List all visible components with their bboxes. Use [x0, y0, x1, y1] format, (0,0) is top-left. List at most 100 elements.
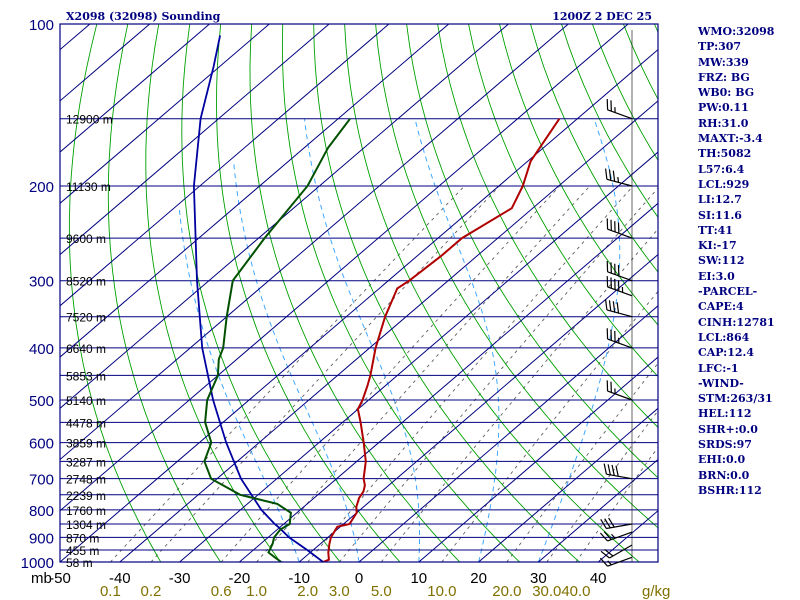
- temperature-tick-label: 40: [590, 570, 607, 587]
- moist-adiabat: [537, 118, 621, 562]
- pressure-axis-unit: mb: [31, 570, 52, 587]
- mixing-ratio-tick-label: 3.0: [329, 583, 350, 600]
- mixing-ratio-tick-label: 0.2: [141, 583, 162, 600]
- plot-frame: [59, 23, 659, 563]
- wind-barb: [599, 556, 633, 567]
- mixing-ratio-lines: [110, 185, 658, 562]
- height-label: 5140 m: [66, 394, 106, 408]
- sounding-index-item: CAP:12.4: [698, 346, 755, 360]
- dry-adiabat: [216, 24, 401, 562]
- sounding-index-item: SRDS:97: [698, 438, 752, 452]
- sounding-index-item: EI:3.0: [698, 269, 735, 283]
- mixing-ratio-tick-label: 0.6: [211, 583, 232, 600]
- isotherm: [298, 253, 658, 562]
- pressure-tick-label: 100: [29, 17, 54, 34]
- sounding-index-item: SW:112: [698, 254, 745, 268]
- wind-barb: [606, 276, 633, 297]
- mixing-ratio-line: [220, 185, 560, 562]
- wind-barb: [599, 531, 633, 542]
- sounding-index-item: SHR+:0.0: [698, 422, 758, 436]
- isotherm: [60, 24, 270, 204]
- isotherm: [60, 24, 330, 256]
- temperature-tick-label: -30: [169, 570, 191, 587]
- height-label: 3287 m: [66, 455, 106, 469]
- mixing-ratio-tick-label: 10.0: [427, 583, 456, 600]
- sounding-index-item: BSHR:112: [698, 483, 762, 497]
- dry-adiabat: [281, 24, 520, 562]
- pressure-tick-label: 300: [29, 274, 54, 291]
- temperature-tick-label: -10: [288, 570, 310, 587]
- isotherm: [418, 356, 658, 562]
- mixing-ratio-line: [150, 185, 500, 562]
- wind-barbs: [599, 30, 633, 567]
- wind-barb: [600, 517, 633, 530]
- mixing-ratio-line: [441, 290, 658, 562]
- isotherm: [478, 407, 658, 562]
- sounding-index-item: HEL:112: [698, 407, 752, 421]
- mixing-ratio-line: [380, 228, 658, 562]
- dewpoint-trace-line: [203, 118, 351, 562]
- height-labels: 12900 m 11130 m 9600 m 8520 m 7520 m 6640 m 58…: [66, 113, 113, 570]
- isotherm: [60, 24, 629, 512]
- sounding-index-item: RH:31.0: [698, 116, 749, 130]
- sounding-index-item: TP:307: [698, 40, 742, 54]
- sounding-index-item: MAXT:-3.4: [698, 132, 763, 146]
- pressure-tick-label: 700: [29, 472, 54, 489]
- isotherm: [60, 24, 390, 307]
- chart-header-title: X2098 (32098) Sounding: [66, 10, 221, 23]
- moist-adiabat: [414, 118, 500, 562]
- moist-adiabat: [233, 161, 360, 562]
- sounding-index-item: BRN:0.0: [698, 468, 750, 482]
- sounding-index-item: TT:41: [698, 223, 733, 237]
- sounding-index-item: LCL:864: [698, 330, 750, 344]
- sounding-index-item: TH:5082: [698, 147, 752, 161]
- pressure-tick-label: 800: [29, 503, 54, 520]
- chart-header-time: 1200Z 2 DEC 25: [552, 10, 652, 23]
- dry-adiabat: [145, 24, 281, 562]
- temperature-tick-label: 0: [355, 570, 363, 587]
- isotherms: [60, 24, 658, 562]
- mixing-ratio-tick-label: 30.0: [532, 583, 561, 600]
- pressure-tick-label: 600: [29, 436, 54, 453]
- wind-barb: [603, 463, 633, 480]
- temperature-tick-label: 30: [530, 570, 547, 587]
- dry-adiabat: [181, 24, 341, 562]
- pressure-tick-label: 400: [29, 341, 54, 358]
- height-label: 11130 m: [66, 180, 111, 194]
- height-label: 58 m: [66, 556, 93, 570]
- mixing-ratio-tick-label: 5.0: [371, 583, 392, 600]
- sounding-index-item: -WIND-: [698, 376, 744, 390]
- isotherm: [239, 202, 658, 562]
- isotherm: [60, 24, 569, 461]
- wind-barb: [606, 328, 633, 349]
- parcel-trace-line: [192, 35, 324, 562]
- wind-barb: [606, 99, 633, 120]
- temperature-tick-label: -50: [49, 570, 71, 587]
- height-label: 5853 m: [66, 369, 106, 383]
- temperature-tick-label: 10: [410, 570, 427, 587]
- height-label: 3859 m: [66, 437, 106, 451]
- sounding-index-item: FRZ: BG: [698, 70, 750, 84]
- isobars: [60, 24, 658, 562]
- mixing-ratio-line: [256, 185, 591, 562]
- sounding-index-item: WB0: BG: [698, 86, 755, 100]
- wind-barb: [606, 380, 633, 401]
- sounding-indices-list: WMO:32098 TP:307 MW:339 FRZ: BG WB0: BG PW:0.…: [698, 24, 798, 498]
- pressure-tick-label: 900: [29, 530, 54, 547]
- height-label: 12900 m: [66, 113, 113, 127]
- mixing-ratio-tick-label: 1.0: [246, 583, 267, 600]
- temperature-trace-line: [322, 118, 561, 562]
- plot-area: [60, 24, 658, 562]
- height-label: 9600 m: [66, 232, 106, 246]
- mixing-ratio-unit: g/kg: [642, 583, 670, 600]
- temperature-tick-label: 20: [470, 570, 487, 587]
- sounding-index-item: LI:12.7: [698, 193, 742, 207]
- isotherm: [358, 305, 658, 562]
- height-label: 1304 m: [66, 518, 106, 532]
- mixing-ratio-tick-label: 2.0: [297, 583, 318, 600]
- sounding-index-item: CINH:12781: [698, 315, 775, 329]
- height-label: 1760 m: [66, 504, 106, 518]
- mixing-ratio-tick-label: 40.0: [561, 583, 590, 600]
- wind-barb: [605, 168, 633, 187]
